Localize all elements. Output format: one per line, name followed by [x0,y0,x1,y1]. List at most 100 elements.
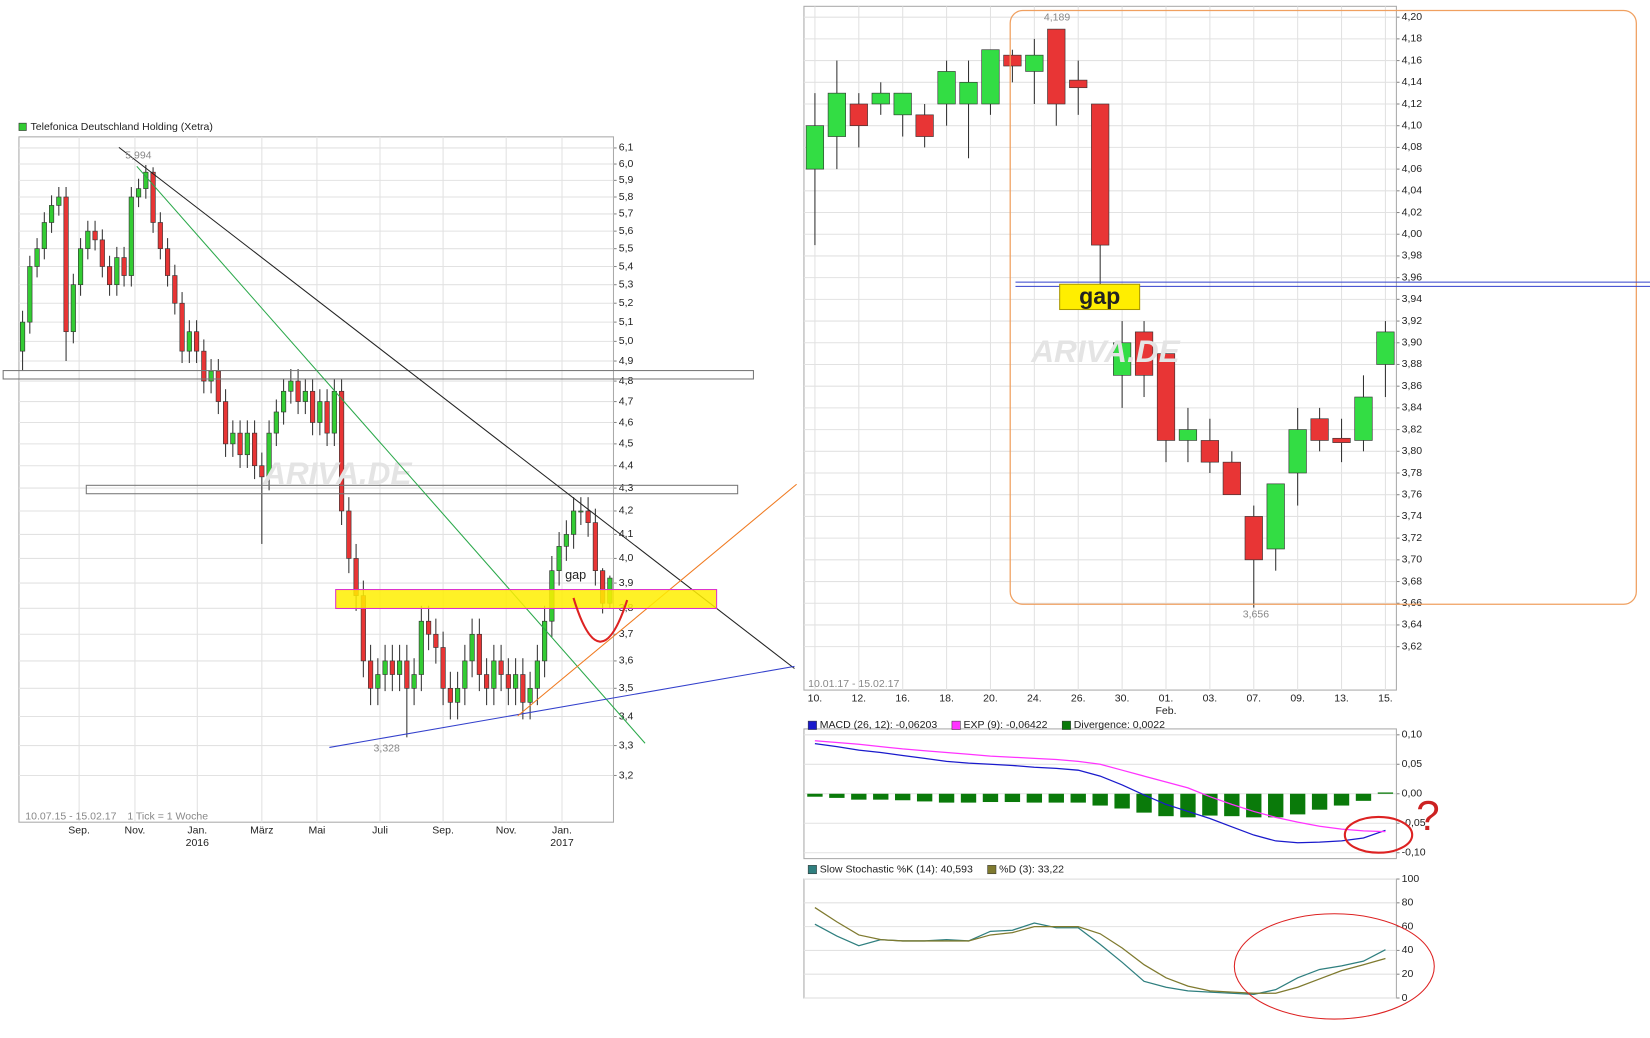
candle-body [281,390,287,413]
candle-body [592,522,598,571]
y-tick-label: 4,04 [1402,185,1423,197]
candle-body [317,401,323,423]
x-tick-label: Nov. [496,824,517,836]
x-tick-label: 10. [808,692,823,704]
divergence-bar [938,793,955,803]
divergence-bar [916,793,933,802]
candle-body [491,660,497,689]
candle-body [527,688,533,703]
annotation: 4,189 [1044,12,1070,24]
y-tick-label: 4,5 [619,438,634,450]
y-tick-label: 4,14 [1402,76,1423,88]
highlight-circle [1343,815,1414,854]
legend-label: Divergence: 0,0022 [1074,719,1165,731]
annotation: 5,994 [125,150,151,162]
x-tick-label: 16. [895,692,910,704]
x-tick-label: Sep. [432,824,454,836]
candle-body [1047,28,1066,105]
candle-body [295,380,301,402]
legend-label: %D (3): 33,22 [999,863,1064,875]
y-tick-label: 5,1 [619,316,634,328]
y-tick-label: 4,16 [1402,54,1423,66]
y-tick-label: 3,72 [1402,532,1423,544]
question-mark: ? [1416,792,1439,839]
y-tick-label: 3,88 [1402,358,1423,370]
highlight-circle [1233,913,1435,1020]
y-tick-label: 5,0 [619,335,634,347]
x-tick-label: 01. [1159,692,1174,704]
x-tick-label: 07. [1246,692,1261,704]
y-tick-label: 4,20 [1402,11,1423,23]
candle-body [288,380,294,392]
y-tick-label: 3,6 [619,655,634,667]
x-tick-label: Nov. [125,824,146,836]
candle-body [411,674,417,689]
y-tick-label: 100 [1402,873,1420,885]
candle-body [310,390,316,423]
candle-body [266,432,272,478]
candle-body [455,688,461,703]
candle-body [1376,331,1395,365]
divergence-bar [1004,793,1021,803]
x-tick-label: 09. [1290,692,1305,704]
y-tick-label: 5,5 [619,242,634,254]
candle-body [20,321,26,352]
y-tick-label: 4,2 [619,505,634,517]
x-tick-label: Mai [308,824,325,836]
y-tick-label: 0,05 [1402,758,1423,770]
candle-body [34,248,40,267]
candle-body [981,49,1000,105]
y-tick-label: 5,2 [619,297,634,309]
divergence-bar [1180,793,1196,818]
divergence-bar [1092,793,1108,806]
trend-line [136,165,646,744]
y-tick-label: 3,2 [619,769,634,781]
plot-area [803,878,1397,999]
divergence-bar [1070,793,1086,803]
watermark: ARIVA.DE [1030,333,1180,369]
candle-body [556,546,562,571]
divergence-bar [1289,793,1306,815]
y-tick-label: 3,94 [1402,293,1423,305]
divergence-bar [1377,792,1394,794]
divergence-bar [1246,793,1262,818]
y-tick-label: 3,78 [1402,467,1423,479]
candle-body [230,432,236,445]
date-range: 10.07.15 - 15.02.17 [25,811,116,823]
x-tick-label: 18. [939,692,954,704]
legend-swatch [1061,720,1071,730]
candle-body [805,125,825,170]
y-tick-label: 0,00 [1402,788,1423,800]
candle-body [1134,331,1154,376]
y-tick-label: 4,00 [1402,228,1423,240]
y-tick-label: 4,6 [619,416,634,428]
y-tick-label: 6,1 [619,142,634,154]
divergence-bar [1048,793,1064,803]
candle-body [827,92,846,137]
y-tick-label: 3,80 [1402,445,1423,457]
candle-body [107,266,113,286]
candle-body [1200,440,1219,463]
candle-body [959,81,978,105]
candle-body [324,401,330,434]
legend-label: Slow Stochastic %K (14): 40,593 [820,863,973,875]
y-tick-label: 4,1 [619,528,634,540]
candle-body [143,171,149,189]
candle-body [513,674,519,689]
trend-line [329,665,795,748]
y-tick-label: 3,90 [1402,337,1423,349]
gap-label-box [1059,283,1141,311]
candle-body [157,222,163,249]
y-tick-label: 4,18 [1402,33,1423,45]
divergence-bar [807,793,823,797]
candle-body [215,370,221,402]
y-tick-label: -0,10 [1402,846,1426,858]
y-tick-label: 3,98 [1402,250,1423,262]
cup-sketch [572,597,629,643]
candle-body [49,205,55,223]
annotation: 3,656 [1243,609,1269,621]
weekly-chart: 6,1 6,0 5,9 5,8 5,7 5,6 5,5 5,4 5,3 5,2 5,1 5,0 4,9 4… [18,136,634,849]
y-tick-label: 3,66 [1402,597,1423,609]
annotation: gap [565,568,586,582]
